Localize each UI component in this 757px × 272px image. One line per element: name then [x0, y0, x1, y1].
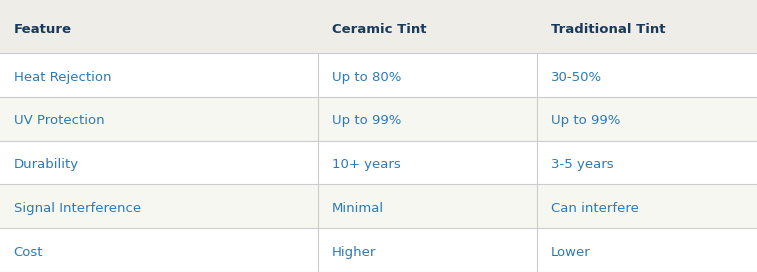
Text: Minimal: Minimal [332, 202, 384, 215]
Text: Durability: Durability [14, 158, 79, 171]
Text: Higher: Higher [332, 246, 376, 259]
Text: Up to 99%: Up to 99% [332, 115, 401, 127]
Text: Heat Rejection: Heat Rejection [14, 71, 111, 84]
Text: Up to 80%: Up to 80% [332, 71, 401, 84]
Bar [0, 53, 757, 97]
Text: Up to 99%: Up to 99% [551, 115, 621, 127]
Text: Cost: Cost [14, 246, 43, 259]
Bar [0, 0, 757, 53]
Text: Signal Interference: Signal Interference [14, 202, 141, 215]
Bar [0, 184, 757, 228]
Bar [0, 228, 757, 272]
Bar [0, 97, 757, 141]
Text: Feature: Feature [14, 23, 72, 36]
Text: 3-5 years: 3-5 years [551, 158, 614, 171]
Bar [0, 141, 757, 184]
Text: 10+ years: 10+ years [332, 158, 400, 171]
Text: Lower: Lower [551, 246, 591, 259]
Text: Traditional Tint: Traditional Tint [551, 23, 665, 36]
Text: Ceramic Tint: Ceramic Tint [332, 23, 426, 36]
Text: UV Protection: UV Protection [14, 115, 104, 127]
Text: Can interfere: Can interfere [551, 202, 639, 215]
Text: 30-50%: 30-50% [551, 71, 603, 84]
